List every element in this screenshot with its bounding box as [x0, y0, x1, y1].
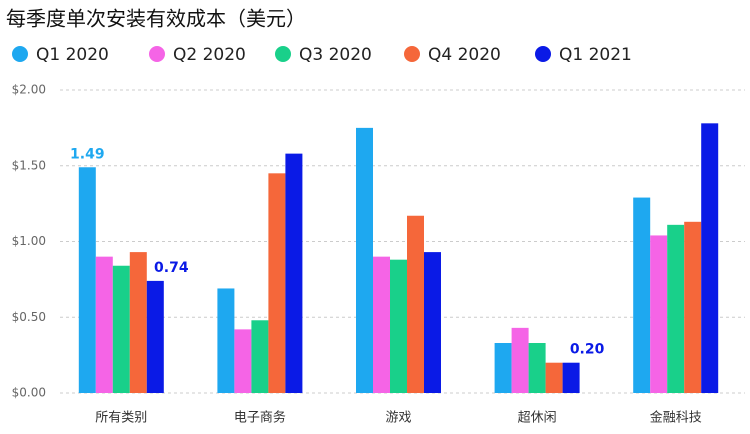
- bar: [78, 167, 96, 393]
- y-tick-label: $2.00: [12, 83, 46, 97]
- bar: [285, 153, 303, 393]
- bar: [268, 173, 286, 393]
- x-tick-label: 电子商务: [234, 410, 286, 426]
- x-tick-label: 金融科技: [650, 410, 702, 426]
- legend-label: Q3 2020: [299, 45, 372, 65]
- bar: [217, 288, 235, 393]
- bar: [633, 197, 651, 393]
- bar: [356, 127, 373, 393]
- x-tick-label: 游戏: [385, 411, 411, 426]
- legend-label: Q1 2021: [559, 45, 632, 65]
- bar: [511, 327, 529, 393]
- bar: [251, 320, 269, 393]
- value-label: 0.20: [570, 342, 605, 358]
- bar: [373, 256, 390, 393]
- bar: [562, 362, 580, 393]
- bar: [494, 343, 512, 393]
- y-tick-label: $1.00: [12, 234, 46, 248]
- bar: [667, 224, 685, 393]
- legend-label: Q4 2020: [428, 45, 501, 65]
- bar: [545, 362, 563, 393]
- x-tick-label: 所有类别: [95, 411, 147, 426]
- legend-swatch: [12, 46, 28, 62]
- bar: [701, 123, 719, 393]
- legend-swatch: [535, 46, 551, 62]
- chart-title: 每季度单次安装有效成本（美元）: [6, 7, 306, 31]
- bar: [528, 343, 546, 393]
- bar: [684, 221, 702, 393]
- legend-label: Q2 2020: [173, 45, 246, 65]
- x-tick-label: 超休闲: [518, 411, 557, 426]
- value-label: 1.49: [70, 146, 105, 162]
- value-label: 0.74: [154, 260, 189, 276]
- bar: [390, 259, 407, 393]
- bar: [234, 329, 252, 393]
- y-tick-label: $1.50: [12, 158, 46, 172]
- legend-swatch: [404, 46, 420, 62]
- bar: [650, 235, 668, 393]
- legend-swatch: [149, 46, 165, 62]
- legend-label: Q1 2020: [36, 45, 109, 65]
- bar: [407, 215, 424, 393]
- bar: [424, 252, 441, 393]
- y-tick-label: $0.50: [12, 310, 46, 324]
- bar: [95, 256, 113, 393]
- legend-swatch: [275, 46, 291, 62]
- bar: [146, 280, 164, 393]
- y-tick-label: $0.00: [12, 386, 46, 400]
- bar: [129, 252, 147, 393]
- bar: [112, 265, 130, 393]
